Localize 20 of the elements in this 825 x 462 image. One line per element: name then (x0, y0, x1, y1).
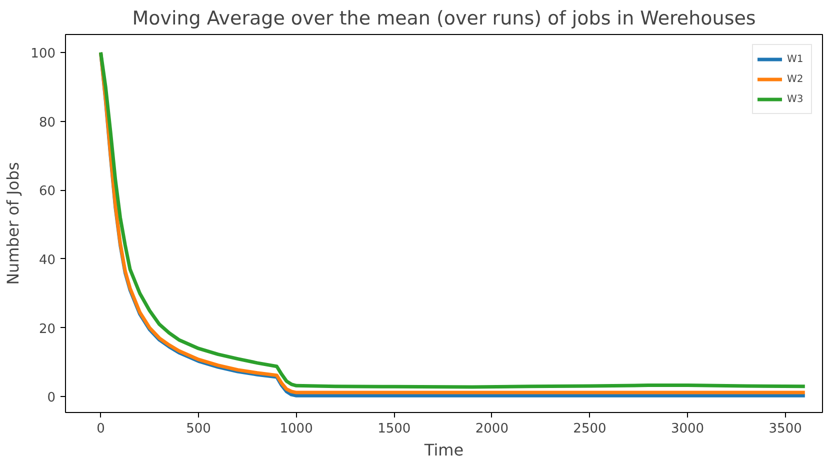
y-axis-title: Number of Jobs (4, 162, 23, 285)
y-tick-label: 60 (38, 184, 56, 200)
x-tick-label: 2000 (475, 422, 508, 436)
y-tick-label: 20 (38, 322, 56, 337)
chart-title: Moving Average over the mean (over runs) of jobs in Werehouses (132, 8, 756, 30)
legend-label: W1 (787, 54, 804, 64)
x-tick-label: 3000 (670, 422, 704, 436)
x-tick-label: 3500 (768, 422, 802, 436)
y-tick-label: 0 (47, 390, 56, 406)
legend-label: W2 (787, 74, 804, 84)
y-tick-label: 40 (38, 252, 56, 268)
x-tick-label: 1000 (280, 422, 313, 436)
legend-label: W3 (787, 94, 804, 104)
y-tick-label: 100 (30, 46, 56, 62)
x-tick-label: 0 (96, 422, 105, 436)
x-tick-label: 1500 (378, 422, 411, 436)
x-tick-label: 500 (186, 422, 211, 436)
x-tick-label: 2500 (573, 422, 606, 436)
y-tick-label: 80 (38, 115, 56, 130)
x-axis-title: Time (423, 440, 464, 460)
